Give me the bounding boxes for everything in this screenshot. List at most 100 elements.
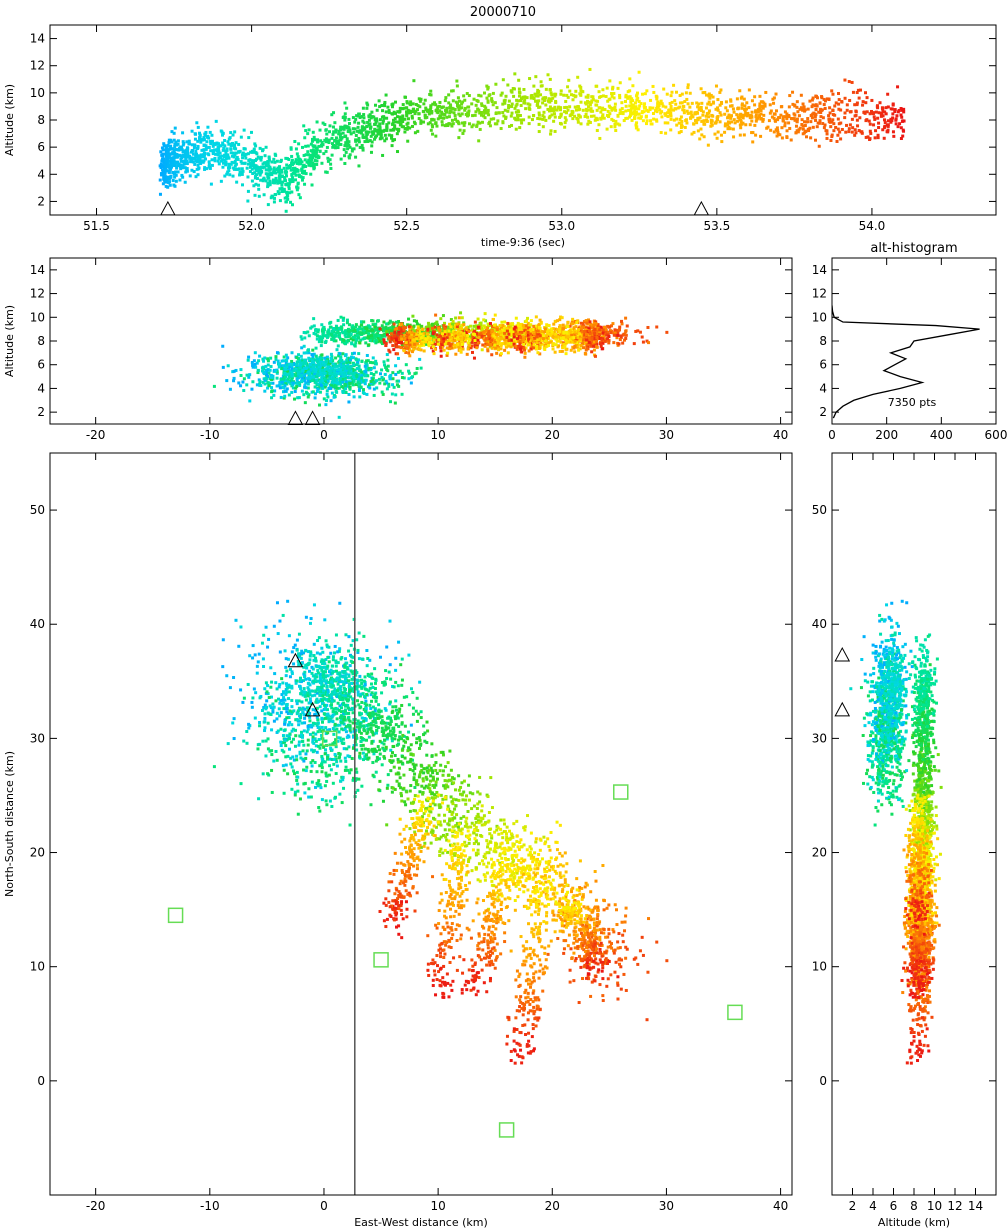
vhf-source-point [185, 140, 189, 144]
vhf-source-point [265, 172, 269, 176]
vhf-source-point [165, 169, 169, 173]
vhf-source-point [631, 99, 635, 103]
vhf-source-point [714, 84, 718, 88]
vhf-source-point [785, 117, 789, 121]
vhf-source-point [229, 162, 233, 166]
vhf-source-point [361, 148, 365, 152]
vhf-source-point [258, 383, 262, 387]
vhf-source-point [220, 154, 224, 158]
histogram-title: alt-histogram [870, 241, 957, 256]
vhf-source-point [606, 324, 610, 328]
vhf-source-point [354, 117, 358, 121]
vhf-source-point [743, 104, 747, 108]
vhf-source-point [262, 359, 266, 363]
vhf-source-point [682, 108, 686, 112]
vhf-source-point [579, 122, 583, 126]
vhf-source-point [400, 125, 404, 129]
vhf-source-point [513, 72, 517, 76]
vhf-source-point [323, 371, 327, 375]
vhf-source-point [708, 96, 712, 100]
vhf-source-point [836, 127, 840, 131]
vhf-source-point [295, 186, 299, 190]
vhf-source-point [606, 109, 610, 113]
vhf-source-point [344, 134, 348, 138]
vhf-source-point [332, 368, 336, 372]
vhf-source-point [194, 175, 198, 179]
vhf-source-point [163, 179, 167, 183]
vhf-source-point [302, 393, 306, 397]
vhf-source-point [221, 143, 225, 147]
vhf-source-point [168, 183, 172, 187]
vhf-source-point [817, 121, 821, 125]
vhf-source-point [584, 107, 588, 111]
vhf-source-point [282, 369, 286, 373]
vhf-source-point [590, 100, 594, 104]
vhf-source-point [516, 117, 520, 121]
vhf-source-point [183, 149, 187, 153]
vhf-source-point [735, 113, 739, 117]
vhf-source-point [564, 105, 568, 109]
vhf-source-point [641, 119, 645, 123]
vhf-source-point [390, 136, 394, 140]
vhf-source-point [292, 381, 296, 385]
vhf-source-point [159, 166, 163, 170]
vhf-source-point [601, 94, 605, 98]
vhf-source-point [853, 133, 857, 137]
vhf-source-point [738, 133, 742, 137]
vhf-source-point [300, 145, 304, 149]
vhf-source-point [509, 114, 513, 118]
vhf-source-point [800, 118, 804, 122]
vhf-source-point [203, 151, 207, 155]
vhf-source-point [369, 368, 373, 372]
vhf-source-point [342, 115, 346, 119]
vhf-source-point [164, 154, 168, 158]
vhf-source-point [830, 120, 834, 124]
vhf-source-point [264, 145, 268, 149]
vhf-source-point [235, 180, 239, 184]
vhf-source-point [519, 103, 523, 107]
vhf-source-point [348, 358, 352, 362]
vhf-source-point [268, 167, 272, 171]
vhf-source-point [764, 90, 768, 94]
vhf-source-point [686, 86, 690, 90]
vhf-source-point [756, 108, 760, 112]
vhf-source-point [182, 154, 186, 158]
vhf-source-point [635, 121, 639, 125]
vhf-source-point [610, 108, 614, 112]
vhf-source-point [253, 159, 257, 163]
vhf-source-point [205, 140, 209, 144]
vhf-source-point [351, 335, 355, 339]
vhf-source-point [506, 109, 510, 113]
vhf-source-point [232, 379, 236, 383]
vhf-source-point [406, 323, 410, 327]
vhf-source-point [502, 114, 506, 118]
vhf-source-point [332, 395, 336, 399]
vhf-source-point [891, 116, 895, 120]
vhf-source-point [457, 99, 461, 103]
vhf-source-point [283, 175, 287, 179]
vhf-source-point [362, 113, 366, 117]
vhf-source-point [380, 342, 384, 346]
vhf-source-point [282, 166, 286, 170]
vhf-source-point [444, 108, 448, 112]
vhf-source-point [618, 111, 622, 115]
vhf-source-point [396, 129, 400, 133]
vhf-source-point [307, 153, 311, 157]
vhf-source-point [723, 112, 727, 116]
vhf-source-point [510, 123, 514, 127]
vhf-source-point [342, 367, 346, 371]
vhf-source-point [747, 106, 751, 110]
vhf-source-point [595, 103, 599, 107]
vhf-source-point [668, 101, 672, 105]
vhf-source-point [344, 387, 348, 391]
vhf-source-point [594, 99, 598, 103]
vhf-source-point [781, 119, 785, 123]
vhf-source-point [333, 372, 337, 376]
vhf-source-point [361, 119, 365, 123]
vhf-source-point [716, 130, 720, 134]
vhf-source-point [354, 133, 358, 137]
vhf-source-point [552, 322, 556, 326]
vhf-source-point [278, 199, 282, 203]
vhf-source-point [551, 347, 555, 351]
vhf-source-point [868, 138, 872, 142]
